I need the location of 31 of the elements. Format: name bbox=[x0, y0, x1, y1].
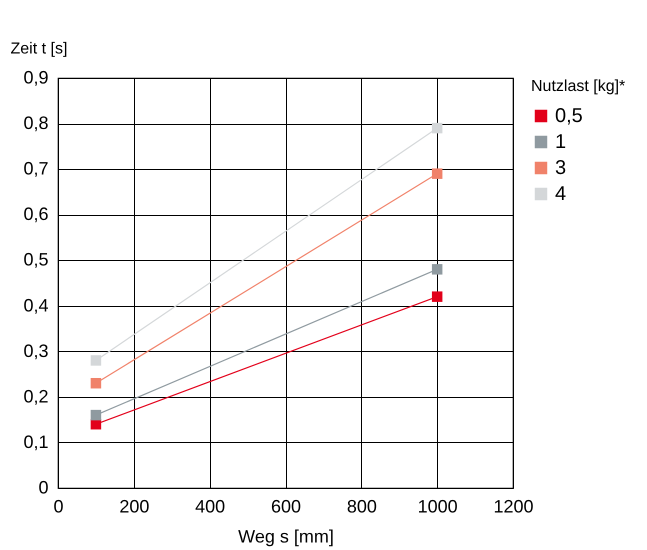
x-tick-label: 600 bbox=[270, 496, 302, 516]
y-tick-label: 0,7 bbox=[23, 158, 48, 179]
x-axis-title: Weg s [mm] bbox=[238, 526, 334, 546]
point bbox=[432, 122, 442, 134]
legend-label: 4 bbox=[555, 183, 566, 205]
x-tick-label: 1200 bbox=[493, 496, 534, 516]
legend-label: 3 bbox=[555, 157, 566, 179]
y-tick-label: 0,1 bbox=[23, 432, 48, 452]
y-tick-label: 0,5 bbox=[23, 250, 48, 270]
x-tick-label: 800 bbox=[346, 496, 377, 516]
x-tick-label: 0 bbox=[53, 496, 64, 516]
y-tick-label: 0,8 bbox=[23, 113, 48, 134]
y-tick-label: 0,4 bbox=[23, 295, 48, 316]
y-tick-label: 0,2 bbox=[23, 386, 48, 406]
x-tick-label: 400 bbox=[195, 496, 226, 516]
legend-title: Nutzlast [kg]* bbox=[531, 78, 626, 95]
y-axis-title: Zeit t [s] bbox=[10, 40, 68, 58]
point bbox=[90, 410, 102, 420]
point bbox=[432, 264, 442, 275]
x-tick-label: 1000 bbox=[418, 496, 458, 516]
point bbox=[432, 168, 442, 179]
point bbox=[432, 291, 442, 302]
legend-label: 0,5 bbox=[555, 105, 583, 127]
legend-label: 1 bbox=[555, 131, 566, 153]
y-tick-label: 0,3 bbox=[23, 340, 48, 361]
y-tick-label: 0,6 bbox=[23, 204, 48, 224]
x-tick-label: 200 bbox=[119, 496, 150, 516]
point bbox=[90, 355, 102, 366]
y-tick-label: 0 bbox=[38, 478, 48, 498]
point bbox=[90, 378, 102, 388]
y-tick-label: 0,9 bbox=[23, 68, 48, 88]
